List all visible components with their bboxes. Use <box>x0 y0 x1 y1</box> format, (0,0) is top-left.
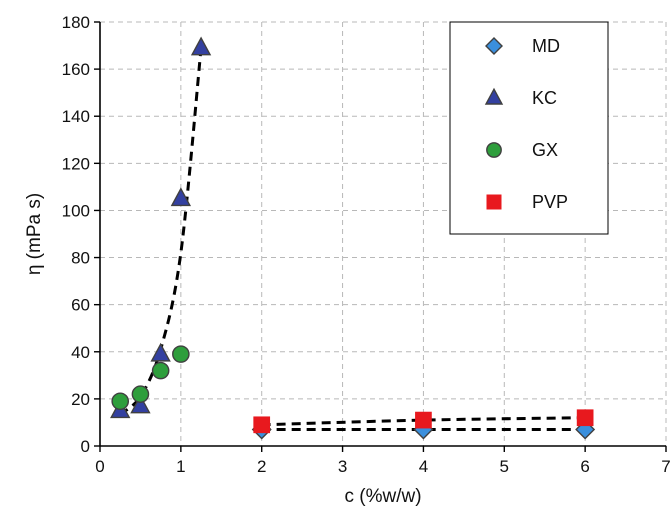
data-point-kc <box>130 394 151 414</box>
legend-label-md: MD <box>532 36 560 56</box>
legend-box <box>449 21 609 235</box>
data-point-pvp <box>415 411 432 429</box>
data-point-gx <box>131 385 150 403</box>
legend-label-pvp: PVP <box>532 192 568 212</box>
x-tick-label: 6 <box>580 457 589 476</box>
data-point-gx <box>172 345 190 363</box>
trend-line-pvp <box>261 416 586 427</box>
legend-marker-kc <box>484 87 504 105</box>
y-tick-label: 180 <box>62 13 90 32</box>
legend-label-kc: KC <box>532 88 557 108</box>
y-tick-label: 160 <box>62 60 90 79</box>
data-point-kc <box>150 342 171 362</box>
x-tick-label: 7 <box>661 457 670 476</box>
x-tick-label: 3 <box>338 457 347 476</box>
x-tick-label: 1 <box>176 457 185 476</box>
x-tick-label: 4 <box>419 457 428 476</box>
data-point-gx <box>111 392 130 411</box>
legend-marker-pvp <box>486 194 502 210</box>
data-point-gx <box>151 361 170 380</box>
y-tick-label: 120 <box>62 154 90 173</box>
data-point-kc <box>190 36 212 56</box>
y-tick-label: 20 <box>71 390 90 409</box>
data-point-kc <box>170 187 192 207</box>
x-tick-label: 2 <box>257 457 266 476</box>
x-axis-title: c (%w/w) <box>344 486 421 507</box>
x-tick-label: 5 <box>500 457 509 476</box>
axes <box>99 22 666 447</box>
data-point-pvp <box>576 409 594 427</box>
y-tick-label: 60 <box>71 296 90 315</box>
y-tick-label: 100 <box>62 201 90 220</box>
y-tick-label: 40 <box>71 343 90 362</box>
data-points <box>110 36 596 440</box>
x-tick-label: 0 <box>95 457 104 476</box>
legend: MD KC GX PVP <box>449 21 609 235</box>
data-point-pvp <box>253 416 271 434</box>
y-axis-title: η (mPa s) <box>24 193 45 275</box>
legend-marker-md <box>485 37 503 55</box>
legend-label-gx: GX <box>532 140 558 160</box>
y-tick-label: 140 <box>62 107 90 126</box>
legend-marker-gx <box>486 142 502 158</box>
y-tick-label: 80 <box>71 249 90 268</box>
ticks: 0 1 2 3 4 5 6 7 0 20 40 60 80 100 120 140 160 180 <box>62 13 670 476</box>
y-tick-label: 0 <box>81 437 90 456</box>
